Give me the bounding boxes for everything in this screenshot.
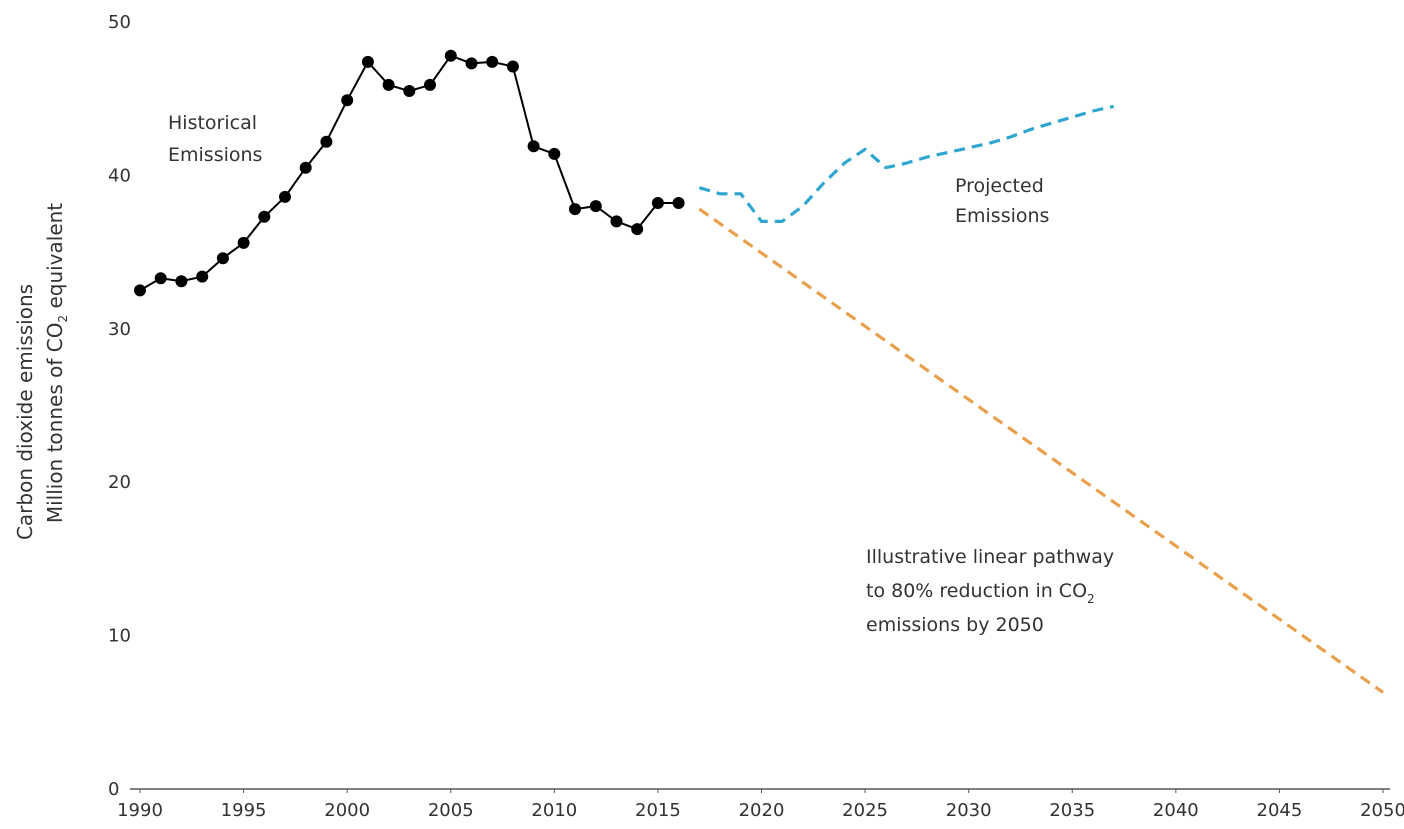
x-tick-label: 2035 <box>1049 800 1095 821</box>
historical-data-point <box>299 161 312 174</box>
historical-data-point <box>258 210 271 223</box>
historical-data-point <box>548 147 561 160</box>
historical-data-point <box>216 252 229 265</box>
historical-data-point <box>175 275 188 288</box>
historical-data-point <box>486 55 499 68</box>
x-axis-ticks: 1990 1995 2000 2005 2010 2015 2020 2025 2030 2035… <box>117 789 1404 821</box>
historical-data-point <box>589 200 602 213</box>
pathway-series-line <box>698 207 1384 694</box>
y-tick-label: 50 <box>108 12 131 33</box>
y-tick-label: 40 <box>108 165 131 186</box>
x-tick-label: 2025 <box>842 800 888 821</box>
historical-data-point <box>651 197 664 209</box>
historical-annotation: Historical Emissions <box>168 112 263 166</box>
y-tick-label: 20 <box>108 472 131 493</box>
historical-data-point <box>424 78 436 91</box>
projected-annotation: Projected Emissions <box>955 175 1050 227</box>
historical-data-point <box>341 94 354 107</box>
historical-data-point <box>465 57 478 70</box>
x-tick-label: 1995 <box>221 800 267 821</box>
x-tick-label: 2040 <box>1153 800 1199 821</box>
y-axis-title-line2: Million tonnes of CO2 equivalent <box>43 203 70 523</box>
historical-data-point <box>237 236 250 249</box>
historical-data-point <box>506 60 519 73</box>
y-axis-ticks: 0 10 20 30 40 50 <box>108 12 131 800</box>
x-tick-label: 1990 <box>117 800 163 821</box>
x-tick-label: 2000 <box>324 800 370 821</box>
historical-data-point <box>361 55 374 68</box>
y-axis-title-line1: Carbon dioxide emissions <box>13 284 37 540</box>
historical-data-point <box>631 223 644 236</box>
x-tick-label: 2015 <box>635 800 681 821</box>
x-tick-label: 2045 <box>1257 800 1303 821</box>
x-tick-label: 2050 <box>1360 800 1404 821</box>
historical-data-point <box>527 140 540 153</box>
historical-data-point <box>569 203 581 216</box>
x-tick-label: 2005 <box>428 800 474 821</box>
historical-data-point <box>382 78 395 91</box>
historical-data-point <box>279 190 291 203</box>
series-layer <box>134 49 1384 694</box>
historical-data-point <box>196 270 209 283</box>
x-tick-label: 2020 <box>739 800 785 821</box>
historical-data-point <box>403 85 416 97</box>
historical-data-point <box>610 215 623 228</box>
historical-data-point <box>134 284 146 297</box>
historical-data-point <box>154 272 167 285</box>
pathway-annotation: Illustrative linear pathway to 80% reduc… <box>866 546 1120 636</box>
y-tick-label: 10 <box>108 626 131 647</box>
historical-data-point <box>672 197 685 209</box>
projected-series-line <box>698 104 1115 223</box>
x-tick-label: 2030 <box>946 800 992 821</box>
historical-data-point <box>320 135 333 148</box>
y-tick-label: 0 <box>108 779 119 800</box>
y-tick-label: 30 <box>108 319 131 340</box>
x-tick-label: 2010 <box>531 800 577 821</box>
historical-data-point <box>444 49 457 62</box>
